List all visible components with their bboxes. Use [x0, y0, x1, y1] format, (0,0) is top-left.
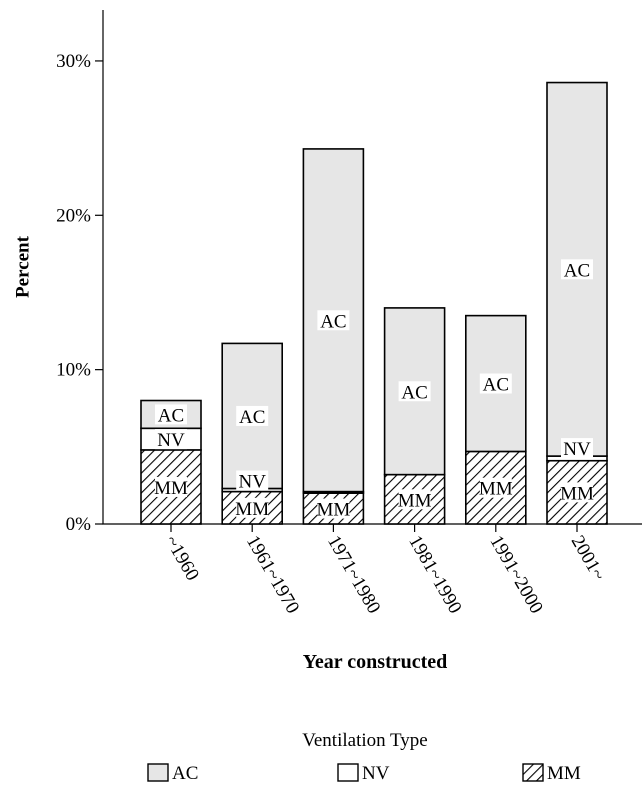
- segment-label-bg: [561, 259, 593, 280]
- legend-title: Ventilation Type: [302, 730, 428, 751]
- legend: AC NV MM: [147, 763, 581, 784]
- segment-label-mm: MM: [479, 479, 513, 500]
- segment-label-mm: MM: [154, 478, 188, 499]
- segment-label-ac: AC: [320, 311, 346, 332]
- segment-label-mm: MM: [398, 490, 432, 511]
- segment-label-bg: [317, 498, 350, 519]
- segment-label-ac: AC: [239, 407, 265, 428]
- segment-label-ac: AC: [483, 375, 509, 396]
- segment-label-bg: [236, 497, 269, 518]
- segment-label-bg: [561, 438, 593, 459]
- legend-label-nv: NV: [362, 763, 390, 784]
- segment-label-bg: [561, 482, 593, 503]
- x-tick-label: 1961~1970: [242, 532, 303, 617]
- y-tick-label: 10%: [56, 360, 91, 381]
- x-tick-label: ~1960: [161, 532, 203, 584]
- segment-label-mm: MM: [317, 500, 351, 521]
- segment-label-bg: [398, 381, 431, 402]
- segment-label-bg: [398, 489, 431, 510]
- segment-label-bg: [155, 404, 187, 425]
- y-axis-title: Percent: [12, 235, 33, 298]
- x-tick-label: 2001~: [567, 532, 609, 584]
- legend-swatch-mm: [522, 763, 544, 782]
- x-axis: ~1960 1961~1970 1971~1980 1981~1990 1991~200…: [161, 524, 609, 617]
- x-tick-label: 1981~1990: [404, 532, 465, 617]
- segment-label-mm: MM: [235, 499, 269, 520]
- x-tick-label: 1991~2000: [485, 532, 546, 617]
- y-tick-label: 30%: [56, 51, 91, 72]
- y-tick-label: 20%: [56, 205, 91, 226]
- segment-label-nv: NV: [238, 471, 266, 492]
- segment-label-bg: [155, 429, 187, 450]
- segment-label-bg: [155, 476, 187, 497]
- legend-label-ac: AC: [172, 763, 198, 784]
- segment-label-bg: [236, 470, 269, 491]
- segment-label-nv: NV: [157, 430, 185, 451]
- x-axis-title: Year constructed: [303, 651, 448, 673]
- bars: MM NV AC MM NV AC MM AC MM AC MM AC MM NV AC: [140, 81, 608, 525]
- y-axis: 0% 10% 20% 30%: [56, 51, 103, 535]
- segment-label-bg: [236, 405, 269, 426]
- segment-label-ac: AC: [401, 382, 427, 403]
- segment-label-ac: AC: [158, 405, 184, 426]
- segment-label-nv: NV: [563, 439, 591, 460]
- y-tick-label: 0%: [66, 514, 92, 535]
- x-tick-label: 1971~1980: [323, 532, 384, 617]
- legend-swatch-ac: [147, 763, 169, 782]
- segment-label-ac: AC: [564, 260, 590, 281]
- segment-label-bg: [317, 310, 350, 331]
- legend-swatch-nv: [337, 763, 359, 782]
- segment-label-bg: [479, 477, 512, 498]
- segment-label-mm: MM: [560, 483, 594, 504]
- legend-label-mm: MM: [547, 763, 581, 784]
- segment-label-bg: [479, 373, 512, 394]
